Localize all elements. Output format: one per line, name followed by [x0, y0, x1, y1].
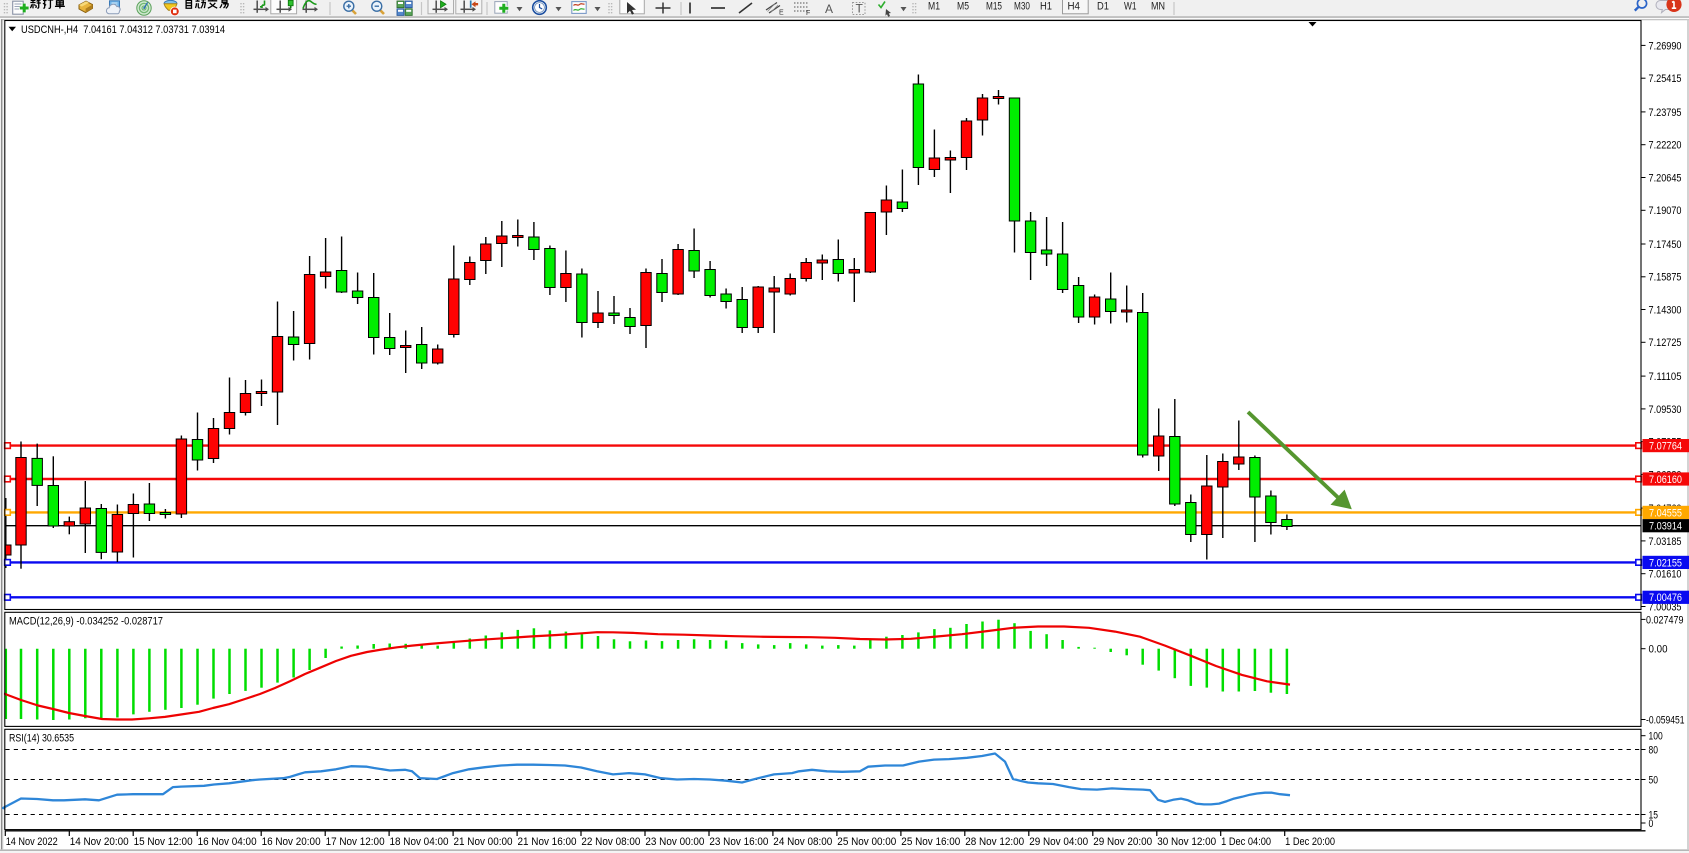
svg-text:M30: M30 [1014, 0, 1030, 12]
svg-text:W1: W1 [1124, 0, 1137, 12]
svg-text:29 Nov 20:00: 29 Nov 20:00 [1093, 836, 1152, 848]
svg-text:M15: M15 [986, 0, 1002, 12]
svg-text:22 Nov 08:00: 22 Nov 08:00 [581, 836, 640, 848]
svg-text:24 Nov 08:00: 24 Nov 08:00 [773, 836, 832, 848]
svg-text:7.06160: 7.06160 [1649, 474, 1682, 486]
svg-text:16 Nov 20:00: 16 Nov 20:00 [262, 836, 321, 848]
svg-text:7.17450: 7.17450 [1649, 239, 1682, 251]
svg-text:USDCNH-,H4 7.04161 7.04312 7.: USDCNH-,H4 7.04161 7.04312 7.03731 7.039… [21, 24, 225, 36]
svg-text:25 Nov 16:00: 25 Nov 16:00 [901, 836, 960, 848]
svg-text:14 Nov 20:00: 14 Nov 20:00 [70, 836, 129, 848]
svg-text:100: 100 [1649, 731, 1663, 743]
svg-text:1 Dec 04:00: 1 Dec 04:00 [1221, 836, 1271, 848]
svg-text:7.20645: 7.20645 [1649, 172, 1682, 184]
svg-text:7.00476: 7.00476 [1649, 592, 1682, 604]
svg-text:E: E [779, 10, 784, 17]
svg-text:7.03914: 7.03914 [1649, 521, 1682, 533]
svg-text:A: A [825, 2, 833, 16]
svg-text:7.04555: 7.04555 [1649, 507, 1682, 519]
svg-text:7.09530: 7.09530 [1649, 404, 1682, 416]
svg-text:7.07764: 7.07764 [1649, 441, 1682, 453]
svg-text:7.22220: 7.22220 [1649, 140, 1682, 152]
svg-text:MN: MN [1151, 0, 1165, 12]
svg-text:7.02155: 7.02155 [1649, 557, 1682, 569]
svg-text:M1: M1 [928, 0, 940, 12]
svg-text:21 Nov 00:00: 21 Nov 00:00 [454, 836, 513, 848]
svg-text:15: 15 [1649, 809, 1659, 821]
svg-text:17 Nov 12:00: 17 Nov 12:00 [326, 836, 385, 848]
svg-text:18 Nov 04:00: 18 Nov 04:00 [390, 836, 449, 848]
svg-text:0.027479: 0.027479 [1646, 614, 1684, 626]
svg-text:1 Dec 20:00: 1 Dec 20:00 [1285, 836, 1335, 848]
svg-text:7.14300: 7.14300 [1649, 304, 1682, 316]
svg-text:23 Nov 00:00: 23 Nov 00:00 [645, 836, 704, 848]
svg-text:H4: H4 [1068, 0, 1081, 12]
svg-text:7.15875: 7.15875 [1649, 272, 1682, 284]
svg-text:21 Nov 16:00: 21 Nov 16:00 [518, 836, 577, 848]
svg-text:7.00035: 7.00035 [1649, 601, 1682, 613]
svg-text:7.12725: 7.12725 [1649, 337, 1682, 349]
svg-text:7.26990: 7.26990 [1649, 40, 1682, 52]
svg-text:16 Nov 04:00: 16 Nov 04:00 [198, 836, 257, 848]
svg-text:80: 80 [1649, 744, 1659, 756]
svg-text:-0.059451: -0.059451 [1646, 714, 1685, 726]
svg-text:50: 50 [1649, 774, 1659, 786]
svg-text:7.01610: 7.01610 [1649, 569, 1682, 581]
svg-text:0: 0 [1649, 818, 1654, 830]
svg-text:H1: H1 [1040, 0, 1052, 12]
svg-text:MACD(12,26,9) -0.034252 -0.028: MACD(12,26,9) -0.034252 -0.028717 [9, 616, 163, 628]
svg-text:RSI(14) 30.6535: RSI(14) 30.6535 [9, 733, 74, 745]
svg-text:23 Nov 16:00: 23 Nov 16:00 [709, 836, 768, 848]
svg-text:29 Nov 04:00: 29 Nov 04:00 [1029, 836, 1088, 848]
svg-text:7.19070: 7.19070 [1649, 205, 1682, 217]
svg-text:7.03185: 7.03185 [1649, 536, 1682, 548]
svg-text:F: F [806, 10, 810, 17]
svg-text:7.25415: 7.25415 [1649, 73, 1682, 85]
svg-text:M5: M5 [957, 0, 969, 12]
svg-text:30 Nov 12:00: 30 Nov 12:00 [1157, 836, 1216, 848]
svg-text:28 Nov 12:00: 28 Nov 12:00 [965, 836, 1024, 848]
svg-text:0.00: 0.00 [1649, 644, 1668, 656]
svg-text:7.23795: 7.23795 [1649, 107, 1682, 119]
svg-text:14 Nov 2022: 14 Nov 2022 [6, 836, 58, 848]
svg-text:25 Nov 00:00: 25 Nov 00:00 [837, 836, 896, 848]
svg-text:D1: D1 [1097, 0, 1109, 12]
svg-text:15 Nov 12:00: 15 Nov 12:00 [134, 836, 193, 848]
svg-text:T: T [856, 2, 864, 16]
svg-text:7.11105: 7.11105 [1649, 371, 1682, 383]
